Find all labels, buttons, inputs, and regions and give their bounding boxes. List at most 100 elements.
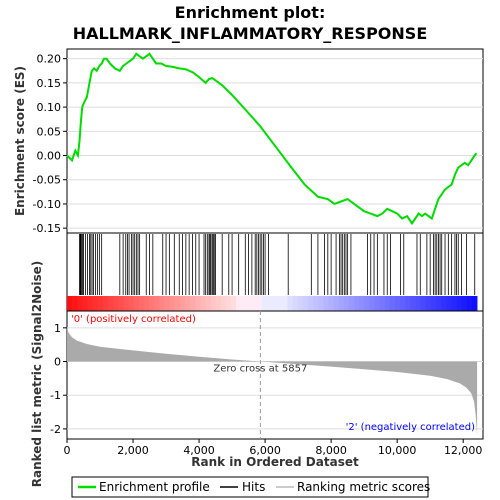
- heat-bar-segment: [343, 296, 350, 311]
- legend-entry-ranking-metric: Ranking metric scores: [297, 480, 430, 494]
- heat-bar-segment: [72, 296, 78, 311]
- heat-bar-segment: [302, 296, 309, 311]
- heat-bar-segment: [395, 296, 401, 311]
- heat-bar-segment: [118, 296, 124, 311]
- heat-bar-segment: [272, 296, 278, 311]
- heat-bar-segment: [97, 296, 104, 311]
- heat-bar-segment: [405, 296, 411, 311]
- heat-bar-segment: [133, 296, 140, 311]
- es-y-tick-label: -0.05: [33, 174, 61, 187]
- heat-bar-segment: [200, 296, 206, 311]
- heat-bar-segment: [128, 296, 135, 311]
- heat-bar-segment: [164, 296, 170, 311]
- heat-bar-segment: [154, 296, 160, 311]
- heat-bar-segment: [220, 296, 227, 311]
- metric-y-tick-label: 0: [54, 356, 61, 369]
- heat-bar-segment: [446, 296, 452, 311]
- heat-bar-segment: [236, 296, 242, 311]
- es-y-tick-label: 0.20: [37, 53, 62, 66]
- heat-bar-segment: [87, 296, 94, 311]
- heat-bar-segment: [210, 296, 217, 311]
- heat-bar-segment: [379, 296, 386, 311]
- heat-bar-segment: [436, 296, 442, 311]
- heat-bar-segment: [451, 296, 457, 311]
- ranking-metric-area: [67, 327, 478, 436]
- metric-panel-frame: [66, 310, 484, 440]
- es-gridlines: [67, 58, 483, 229]
- heat-bar-segment: [282, 296, 288, 311]
- legend-entry-hits: Hits: [242, 480, 265, 494]
- heat-bar-segment: [415, 296, 422, 311]
- heat-bar-segment: [123, 296, 129, 311]
- metric-y-tick-label: -2: [50, 423, 61, 436]
- heat-bar-segment: [92, 296, 99, 311]
- heat-bar-segment: [313, 296, 319, 311]
- positive-correlation-label: '0' (positively correlated): [71, 314, 196, 325]
- enrichment-profile-line: [66, 52, 478, 226]
- metric-y-axis-label: Ranked list metric (Signal2Noise): [30, 261, 44, 488]
- heat-bar-segment: [354, 296, 360, 311]
- x-tick-label: 12,000: [444, 444, 483, 457]
- heat-bar-segment: [461, 296, 468, 311]
- x-tick-label: 4,000: [183, 444, 215, 457]
- heat-bar-segment: [251, 296, 258, 311]
- heat-bar-segment: [205, 296, 211, 311]
- heat-bar-segment: [261, 296, 268, 311]
- heat-bar-segment: [400, 296, 406, 311]
- heat-bar-segment: [425, 296, 432, 311]
- metric-y-tick-label: 1: [54, 322, 61, 335]
- chart-title-line1: Enrichment plot:: [175, 3, 326, 22]
- hits-panel: [66, 232, 484, 312]
- heat-bar-segment: [256, 296, 263, 311]
- legend-box: [71, 476, 429, 498]
- x-tick-label: 6,000: [249, 444, 281, 457]
- heat-bar-segment: [169, 296, 176, 311]
- heat-bar-segment: [82, 296, 88, 311]
- es-y-tick-label: 0.10: [37, 101, 62, 114]
- heat-bar-segment: [420, 296, 427, 311]
- heat-bar-segment: [471, 296, 478, 311]
- heat-bar-segment: [113, 296, 119, 311]
- es-y-ticks: -0.15 -0.10 -0.05 0.00 0.05 0.10 0.15 0.20: [33, 53, 67, 235]
- x-tick-label: 8,000: [315, 444, 347, 457]
- heat-bar-segment: [179, 296, 186, 311]
- legend-entry-enrichment-profile: Enrichment profile: [99, 480, 210, 494]
- heat-bar-segment: [348, 296, 355, 311]
- metric-y-ticks: -2 -1 0 1: [50, 322, 67, 436]
- heat-bar-segment: [338, 296, 345, 311]
- hit-markers: [79, 234, 476, 295]
- es-y-tick-label: 0.15: [37, 77, 62, 90]
- heat-bar-segment: [77, 296, 83, 311]
- heat-bar-segment: [287, 296, 293, 311]
- heat-bar-segment: [102, 296, 109, 311]
- negative-correlation-label: '2' (negatively correlated): [346, 422, 475, 433]
- x-ticks: 0 2,000 4,000 6,000 8,000 10,000 12,000: [64, 439, 483, 457]
- heat-bar-segment: [297, 296, 304, 311]
- x-axis-label: Rank in Ordered Dataset: [191, 455, 359, 469]
- es-panel-frame: [66, 48, 484, 234]
- x-tick-label: 10,000: [378, 444, 417, 457]
- heat-bar-segment: [384, 296, 391, 311]
- heat-bar-segment: [441, 296, 447, 311]
- heat-bar-segment: [174, 296, 181, 311]
- heat-bar-segment: [67, 296, 73, 311]
- heat-bar-segment: [225, 296, 232, 311]
- heat-bar-segment: [318, 296, 324, 311]
- heat-bar-segment: [374, 296, 381, 311]
- heat-bar-segment: [108, 296, 114, 311]
- x-tick-label: 2,000: [117, 444, 149, 457]
- heat-bar-segment: [359, 296, 365, 311]
- legend: Enrichment profile Hits Ranking metric s…: [71, 476, 430, 498]
- heat-bar-segment: [215, 296, 222, 311]
- heat-bar-segment: [369, 296, 375, 311]
- es-panel: -0.15 -0.10 -0.05 0.00 0.05 0.10 0.15 0.20 Enri…: [13, 48, 484, 235]
- heat-bar-segment: [328, 296, 334, 311]
- es-y-tick-label: 0.00: [37, 150, 62, 163]
- chart-title-line2: HALLMARK_INFLAMMATORY_RESPONSE: [73, 24, 428, 43]
- heat-bar-segment: [159, 296, 165, 311]
- heat-bar-segment: [364, 296, 370, 311]
- heat-bar-segment: [184, 296, 191, 311]
- heat-bar-segment: [323, 296, 329, 311]
- heat-bar-segment: [410, 296, 416, 311]
